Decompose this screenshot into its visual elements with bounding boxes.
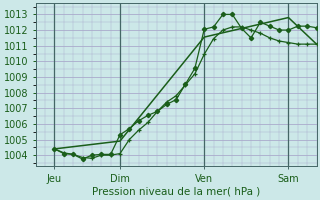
X-axis label: Pression niveau de la mer( hPa ): Pression niveau de la mer( hPa ) <box>92 187 260 197</box>
